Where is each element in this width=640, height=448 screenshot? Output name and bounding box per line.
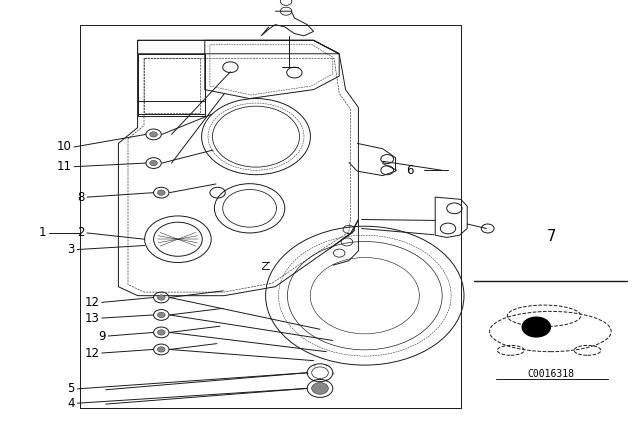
Circle shape [150, 160, 157, 166]
Text: 8: 8 [77, 190, 84, 204]
Circle shape [157, 190, 165, 195]
Text: 2: 2 [77, 226, 84, 240]
Text: 1: 1 [38, 226, 46, 240]
Circle shape [522, 317, 550, 337]
Text: 11: 11 [57, 160, 72, 173]
Text: C0016318: C0016318 [527, 369, 574, 379]
Text: 7: 7 [547, 229, 556, 244]
Text: 6: 6 [406, 164, 414, 177]
Circle shape [150, 132, 157, 137]
Text: 4: 4 [67, 396, 75, 410]
Circle shape [157, 312, 165, 318]
Circle shape [312, 383, 328, 394]
Text: 5: 5 [67, 382, 75, 396]
Text: 13: 13 [84, 311, 99, 325]
Circle shape [157, 330, 165, 335]
Circle shape [157, 295, 165, 300]
Text: 3: 3 [67, 243, 75, 256]
Circle shape [157, 347, 165, 352]
Text: 9: 9 [98, 329, 106, 343]
Text: 10: 10 [57, 140, 72, 154]
Text: 12: 12 [84, 346, 99, 360]
Text: 12: 12 [84, 296, 99, 309]
